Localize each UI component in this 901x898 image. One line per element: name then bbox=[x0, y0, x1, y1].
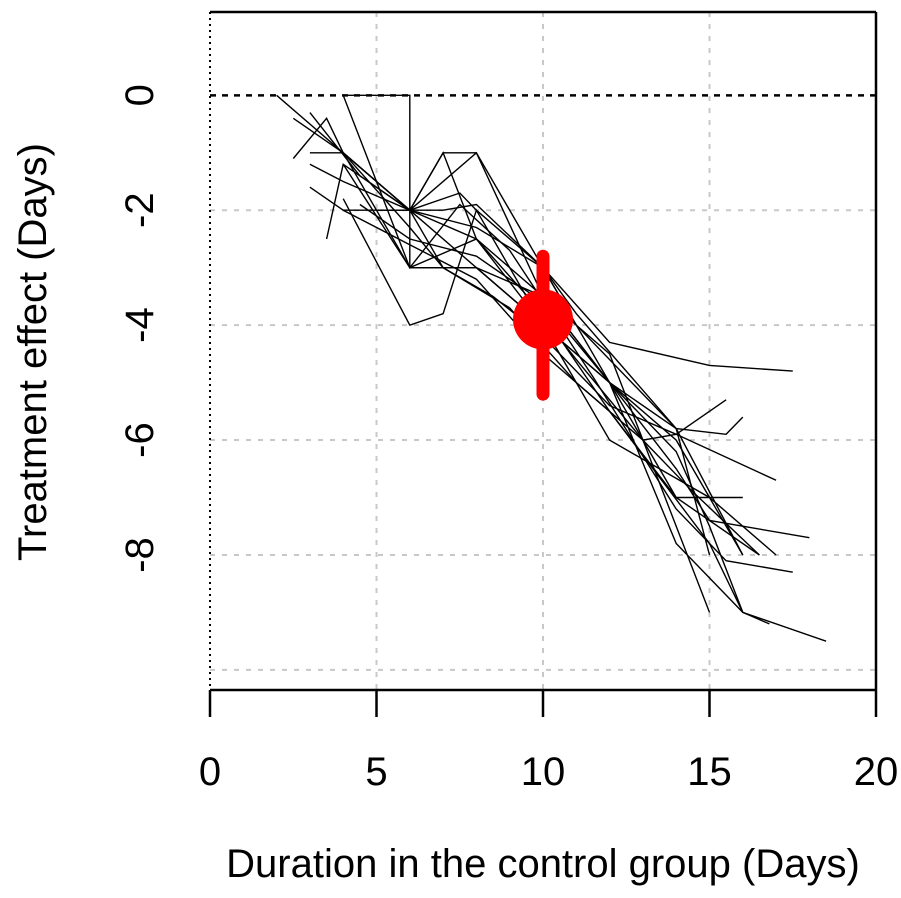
x-tick-labels: 0 5 10 15 20 bbox=[199, 750, 898, 794]
series-line-8 bbox=[343, 94, 810, 539]
y-tick-labels: 0 -2 -4 -6 -8 bbox=[118, 84, 162, 573]
series-line-17 bbox=[359, 203, 770, 625]
x-tick-label-2: 10 bbox=[521, 750, 566, 794]
y-tick-label-4: -8 bbox=[118, 537, 162, 573]
series-line-12 bbox=[342, 209, 827, 642]
y-tick-label-1: -2 bbox=[118, 192, 162, 228]
tick-layer bbox=[208, 690, 878, 717]
y-axis-title: Treatment effect (Days) bbox=[11, 143, 55, 561]
x-tick-label-3: 15 bbox=[687, 750, 732, 794]
x-axis-title: Duration in the control group (Days) bbox=[226, 842, 860, 886]
series-line-16 bbox=[376, 209, 793, 372]
series-line-5 bbox=[309, 186, 711, 556]
x-tick-label-0: 0 bbox=[199, 750, 221, 794]
x-tick-label-1: 5 bbox=[365, 750, 387, 794]
reference-lines bbox=[209, 12, 876, 690]
highlight-layer bbox=[513, 249, 573, 401]
highlight-point bbox=[513, 289, 573, 350]
y-tick-label-0: 0 bbox=[118, 84, 162, 106]
y-tick-label-2: -4 bbox=[118, 307, 162, 343]
series-line-10 bbox=[325, 152, 711, 613]
series-line-13 bbox=[309, 163, 727, 441]
x-tick-label-4: 20 bbox=[854, 750, 899, 794]
y-tick-label-3: -6 bbox=[118, 422, 162, 458]
grid-layer bbox=[210, 12, 876, 690]
series-line-1 bbox=[276, 94, 744, 613]
series-layer bbox=[276, 94, 827, 642]
